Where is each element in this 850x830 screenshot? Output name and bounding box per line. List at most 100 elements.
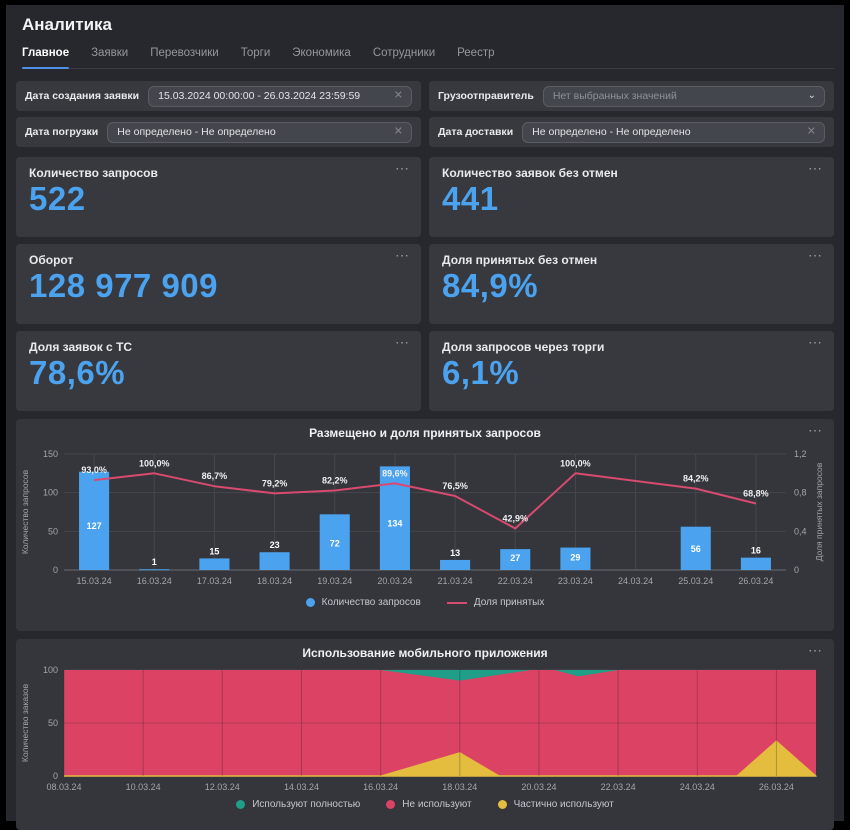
chart1-menu-icon[interactable] (808, 422, 823, 439)
kpi-menu-icon[interactable] (395, 247, 410, 264)
legend-item-accepted-share[interactable]: Доля принятых (446, 597, 544, 608)
svg-text:56: 56 (691, 544, 701, 554)
svg-text:0,4: 0,4 (794, 526, 807, 536)
chart1-legend: Количество запросов Доля принятых (16, 597, 834, 608)
svg-text:16: 16 (751, 546, 761, 556)
svg-text:22.03.24: 22.03.24 (601, 782, 636, 792)
kpi-value-accepted-share: 84,9% (442, 267, 539, 304)
kpi-label-accepted-share: Доля принятых без отмен (442, 253, 598, 267)
svg-text:24.03.24: 24.03.24 (618, 576, 653, 586)
svg-text:89,6%: 89,6% (382, 468, 408, 478)
svg-text:15.03.24: 15.03.24 (77, 576, 112, 586)
tab-perevozchiki[interactable]: Перевозчики (150, 47, 219, 59)
legend-item-requests[interactable]: Количество запросов (305, 597, 421, 608)
bar-23.03.24[interactable] (560, 547, 591, 570)
legend-label-0: Используют полностью (252, 799, 361, 810)
svg-text:100: 100 (43, 665, 58, 675)
tab-torgi[interactable]: Торги (240, 47, 271, 59)
svg-text:21.03.24: 21.03.24 (438, 576, 473, 586)
svg-text:27: 27 (510, 553, 520, 563)
filter-request-created-date: Дата создания заявки 15.03.2024 00:00:00 … (16, 81, 421, 111)
request-created-date-input[interactable]: 15.03.2024 00:00:00 - 26.03.2024 23:59:5… (148, 85, 412, 107)
svg-text:24.03.24: 24.03.24 (680, 782, 715, 792)
filter-shipper-label: Грузоотправитель (438, 90, 534, 102)
kpi-menu-icon[interactable] (395, 334, 410, 351)
svg-text:16.03.24: 16.03.24 (137, 576, 172, 586)
tab-ekonomika[interactable]: Экономика (292, 47, 351, 59)
svg-text:18.03.24: 18.03.24 (442, 782, 477, 792)
bar-17.03.24[interactable] (199, 558, 230, 570)
svg-text:50: 50 (48, 718, 58, 728)
chart2-menu-icon[interactable] (808, 642, 823, 659)
delivery-date-input[interactable]: Не определено - Не определено ✕ (522, 121, 825, 143)
kpi-card-accepted-share: Доля принятых без отмен 84,9% (429, 244, 834, 324)
analytics-page: Аналитика Главное Заявки Перевозчики Торги Э… (6, 5, 844, 830)
bar-15.03.24[interactable] (79, 471, 110, 570)
svg-text:93,0%: 93,0% (81, 465, 107, 475)
bar-22.03.24[interactable] (500, 549, 531, 570)
bar-19.03.24[interactable] (319, 514, 350, 570)
tab-sotrudniki[interactable]: Сотрудники (372, 47, 436, 59)
kpi-card-orders-with-vehicle: Доля заявок с ТС 78,6% (16, 331, 421, 411)
loading-date-input[interactable]: Не определено - Не определено ✕ (107, 121, 412, 143)
svg-text:0,8: 0,8 (794, 488, 807, 498)
tab-reestr[interactable]: Реестр (457, 47, 495, 59)
svg-text:14.03.24: 14.03.24 (284, 782, 319, 792)
kpi-label-turnover: Оборот (29, 253, 74, 267)
svg-text:26.03.24: 26.03.24 (738, 576, 773, 586)
tab-zayavki[interactable]: Заявки (91, 47, 129, 59)
tab-glavnoe[interactable]: Главное (22, 47, 70, 69)
delivery-date-value: Не определено - Не определено (532, 126, 691, 138)
kpi-value-orders-without-cancel: 441 (442, 180, 499, 217)
chevron-down-icon[interactable]: ⌄ (807, 90, 816, 101)
legend-item-0[interactable]: Используют полностью (236, 799, 360, 810)
svg-text:16.03.24: 16.03.24 (363, 782, 398, 792)
filter-shipper: Грузоотправитель Нет выбранных значений ⌄ (429, 81, 834, 111)
loading-date-value: Не определено - Не определено (117, 126, 276, 138)
kpi-card-requests-count: Количество запросов 522 (16, 157, 421, 237)
clear-icon[interactable]: ✕ (393, 125, 403, 138)
svg-text:26.03.24: 26.03.24 (759, 782, 794, 792)
legend-label-2: Частично используют (513, 799, 614, 810)
svg-text:23.03.24: 23.03.24 (558, 576, 593, 586)
svg-text:17.03.24: 17.03.24 (197, 576, 232, 586)
bar-16.03.24[interactable] (139, 569, 170, 571)
kpi-label-orders-without-cancel: Количество заявок без отмен (442, 166, 618, 180)
clear-icon[interactable]: ✕ (806, 125, 816, 138)
bar-21.03.24[interactable] (440, 559, 471, 570)
svg-text:12.03.24: 12.03.24 (205, 782, 240, 792)
legend-label-requests: Количество запросов (321, 597, 421, 608)
legend-line-icon (446, 601, 467, 604)
legend-dot-icon (386, 800, 396, 809)
bar-25.03.24[interactable] (680, 526, 711, 570)
filter-delivery-date: Дата доставки Не определено - Не определе… (429, 117, 834, 147)
kpi-menu-icon[interactable] (808, 334, 823, 351)
legend-dot-icon (305, 598, 315, 607)
svg-text:0: 0 (53, 565, 58, 575)
kpi-label-orders-with-vehicle: Доля заявок с ТС (29, 340, 133, 354)
chart-panel-mobile-usage: Использование мобильного приложения 100 5… (16, 639, 834, 830)
svg-text:13: 13 (450, 548, 460, 558)
svg-text:84,2%: 84,2% (683, 474, 709, 484)
bar-26.03.24[interactable] (740, 557, 771, 570)
svg-text:42,9%: 42,9% (502, 514, 528, 524)
svg-text:1,2: 1,2 (794, 449, 807, 459)
shipper-input[interactable]: Нет выбранных значений ⌄ (542, 85, 825, 107)
legend-item-1[interactable]: Не используют (386, 799, 472, 810)
bar-18.03.24[interactable] (259, 552, 290, 570)
kpi-menu-icon[interactable] (808, 247, 823, 264)
svg-text:0: 0 (53, 771, 58, 781)
kpi-menu-icon[interactable] (808, 160, 823, 177)
kpi-menu-icon[interactable] (395, 160, 410, 177)
svg-text:100,0%: 100,0% (560, 458, 591, 468)
shipper-value: Нет выбранных значений (552, 90, 677, 102)
clear-icon[interactable]: ✕ (393, 89, 403, 102)
svg-text:Доля принятых запросов: Доля принятых запросов (814, 462, 824, 561)
legend-item-2[interactable]: Частично используют (497, 799, 614, 810)
svg-text:20.03.24: 20.03.24 (377, 576, 412, 586)
kpi-card-orders-without-cancel: Количество заявок без отмен 441 (429, 157, 834, 237)
svg-text:72: 72 (330, 539, 340, 549)
chart2-title: Использование мобильного приложения (302, 646, 548, 660)
svg-text:0: 0 (794, 565, 799, 575)
page-title: Аналитика (22, 15, 112, 34)
